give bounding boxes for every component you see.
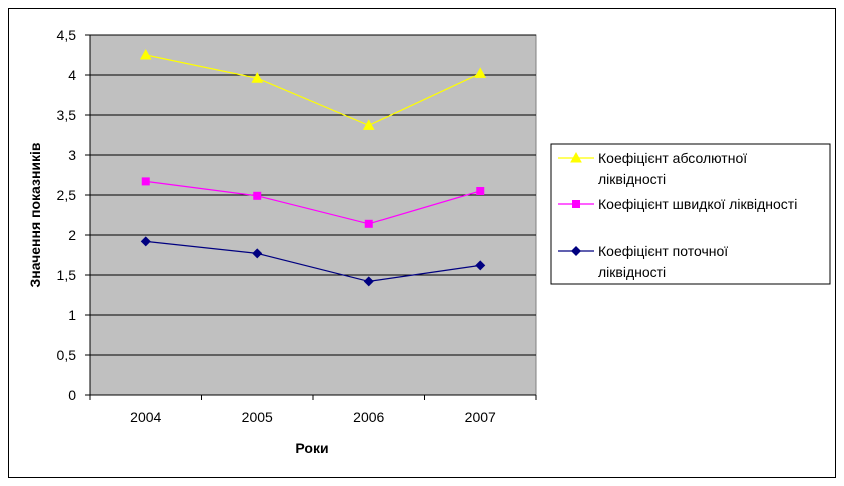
data-point — [476, 187, 485, 195]
legend-marker — [570, 151, 582, 163]
legend-entry: Коефіцієнт швидкої ліквідності — [558, 196, 797, 212]
y-axis-title: Значення показників — [27, 142, 43, 287]
data-point — [474, 67, 487, 78]
data-point — [139, 48, 152, 60]
gridlines — [90, 34, 536, 356]
legend-entry: Коефіцієнт поточної ліквідності — [558, 243, 728, 280]
data-point — [364, 219, 373, 228]
legend-label: Коефіцієнт швидкої ліквідності — [598, 196, 797, 212]
series-2 — [141, 177, 485, 228]
data-point — [141, 177, 150, 186]
y-tick-label: 4,5 — [57, 27, 77, 43]
y-tick-label: 1,5 — [57, 267, 77, 283]
data-point — [253, 191, 262, 200]
y-tick-label: 0 — [68, 387, 76, 403]
data-point — [363, 276, 374, 287]
data-point — [475, 260, 486, 271]
x-tick-label: 2004 — [130, 409, 161, 425]
data-point — [251, 72, 264, 83]
series-line — [145, 240, 481, 283]
series-line — [145, 54, 481, 127]
legend-marker — [571, 246, 581, 256]
y-tick-label: 3,5 — [57, 107, 77, 123]
legend-entry: Коефіцієнт абсолютної ліквідності — [558, 150, 747, 187]
data-point — [362, 119, 375, 130]
legend-label: Коефіцієнт абсолютної — [598, 150, 747, 166]
x-tick-label: 2005 — [242, 409, 273, 425]
x-tick-label: 2006 — [353, 409, 384, 425]
data-point — [252, 248, 263, 259]
plot-area — [89, 34, 537, 396]
legend: Коефіцієнт абсолютноїліквідностіКоефіціє… — [550, 143, 831, 285]
series-3 — [140, 236, 486, 287]
y-tick-label: 3 — [68, 147, 76, 163]
series-line — [145, 180, 481, 225]
y-tick-label: 2,5 — [57, 187, 77, 203]
y-axis: 0 0,5 1 1,5 2 2,5 3 3,5 4 4,5 — [57, 27, 91, 403]
y-tick-label: 0,5 — [57, 347, 77, 363]
x-axis: 2004 2005 2006 2007 — [89, 394, 537, 425]
legend-label: Коефіцієнт поточної — [598, 243, 728, 259]
legend-marker — [572, 200, 580, 208]
data-point — [140, 236, 151, 247]
x-axis-title: Роки — [295, 440, 328, 456]
y-tick-label: 4 — [68, 67, 76, 83]
series-layer — [139, 48, 487, 287]
legend-label: ліквідності — [598, 264, 666, 280]
y-tick-label: 2 — [68, 227, 76, 243]
legend-label: ліквідності — [598, 171, 666, 187]
series-1 — [139, 48, 487, 130]
legend-box — [550, 143, 831, 285]
x-tick-label: 2007 — [465, 409, 496, 425]
y-tick-label: 1 — [68, 307, 76, 323]
